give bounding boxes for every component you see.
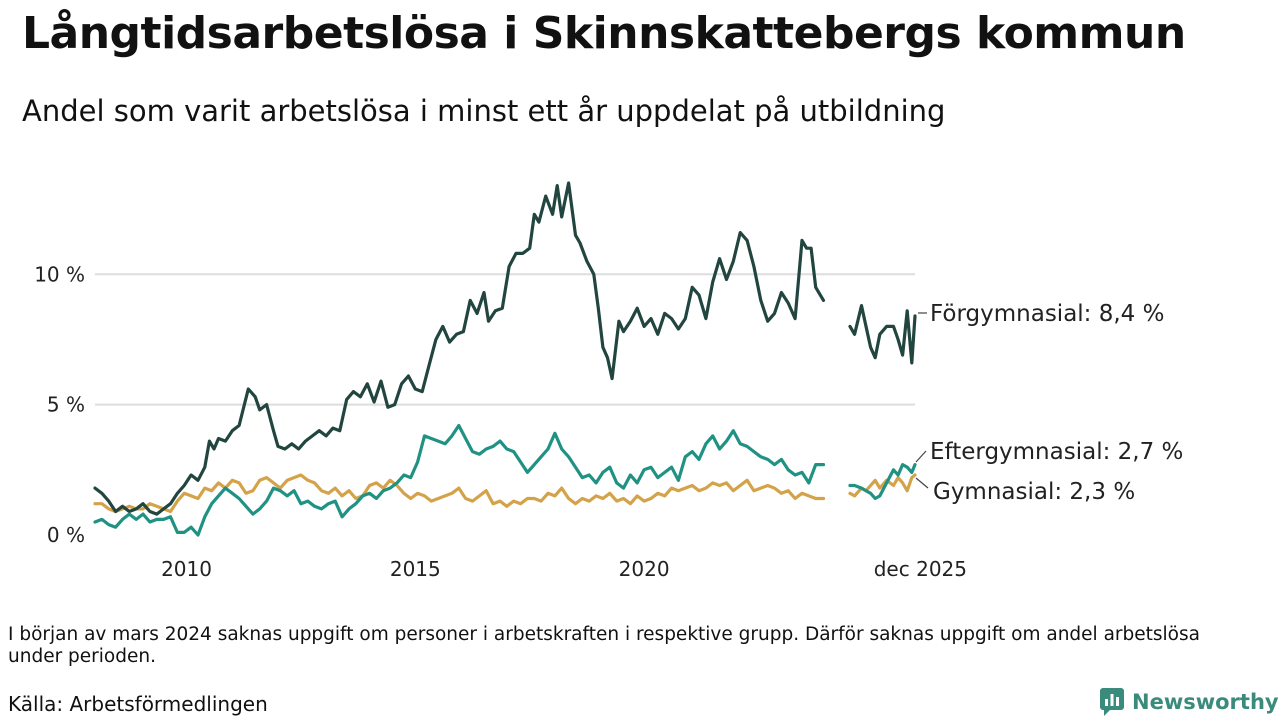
end-label-förgymnasial: Förgymnasial: 8,4 % xyxy=(930,301,1164,327)
y-tick-label: 10 % xyxy=(34,262,85,286)
brand-name: Newsworthy xyxy=(1132,690,1279,714)
series-line-gymnasial xyxy=(93,473,917,514)
chart-title: Långtidsarbetslösa i Skinnskattebergs ko… xyxy=(22,8,1186,59)
chart-subtitle: Andel som varit arbetslösa i minst ett å… xyxy=(22,94,946,128)
x-tick-label: 2015 xyxy=(390,557,441,581)
series-line-eftergymnasial xyxy=(93,423,917,537)
newsworthy-logo-icon xyxy=(1100,688,1124,716)
y-tick-label: 0 % xyxy=(47,523,85,547)
end-label-leader xyxy=(915,450,927,463)
y-tick-label: 5 % xyxy=(47,393,85,417)
footnote: I början av mars 2024 saknas uppgift om … xyxy=(8,624,1200,667)
x-tick-label: 2010 xyxy=(161,557,212,581)
series-line-förgymnasial xyxy=(93,181,917,516)
source-text: Källa: Arbetsförmedlingen xyxy=(8,692,268,716)
x-tick-label: dec 2025 xyxy=(874,557,967,581)
brand: Newsworthy xyxy=(1100,688,1279,716)
x-tick-label: 2020 xyxy=(619,557,670,581)
end-label-eftergymnasial: Eftergymnasial: 2,7 % xyxy=(930,439,1183,465)
end-label-gymnasial: Gymnasial: 2,3 % xyxy=(933,479,1135,505)
line-chart: 0 % 5 % 10 % 2010 2015 2020 dec 2025 Förgymnasi… xyxy=(34,181,1183,581)
end-label-leader xyxy=(915,477,929,489)
